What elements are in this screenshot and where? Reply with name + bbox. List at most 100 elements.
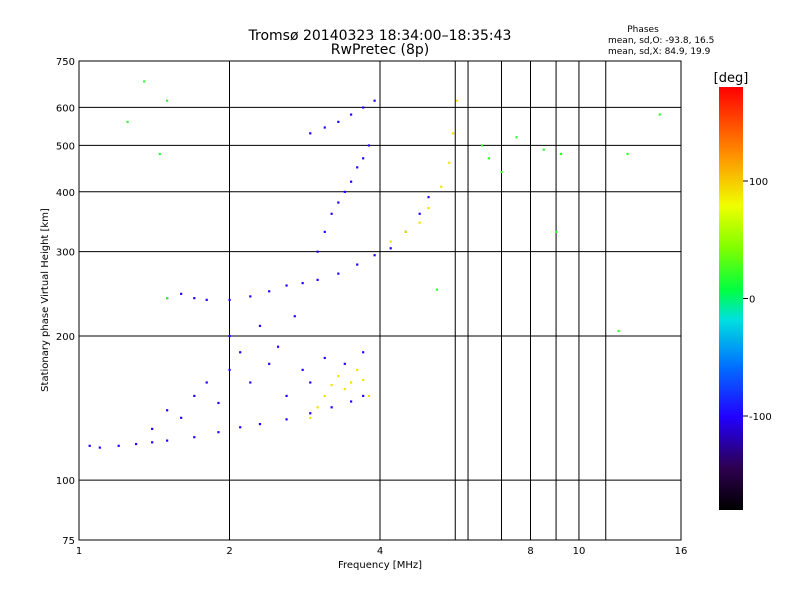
data-point <box>249 295 252 298</box>
data-point <box>309 132 312 135</box>
data-point <box>228 368 231 371</box>
data-point <box>193 297 196 300</box>
data-point <box>143 80 146 83</box>
y-tick-label: 300 <box>56 248 75 259</box>
data-point <box>559 152 563 156</box>
y-axis-label: Stationary phase Virtual Height [km] <box>40 208 51 392</box>
y-tick-label: 600 <box>56 103 75 114</box>
data-point <box>362 157 365 160</box>
data-point <box>404 230 407 233</box>
echo-points <box>88 80 661 449</box>
data-point <box>239 351 242 354</box>
data-point <box>435 288 439 291</box>
y-tick-label: 75 <box>62 536 75 547</box>
data-point <box>356 166 359 169</box>
data-point <box>373 99 376 102</box>
y-tick-label: 400 <box>56 188 75 199</box>
data-point <box>330 383 333 387</box>
data-point <box>285 418 288 421</box>
data-point <box>205 298 208 301</box>
data-point <box>158 152 161 156</box>
data-point <box>323 230 326 233</box>
stats-o-mode: mean, sd,O: -93.8, 16.5 <box>608 36 714 46</box>
chart-subtitle: RwPretec (8p) <box>331 42 429 58</box>
data-point <box>166 439 169 442</box>
data-point <box>542 148 545 151</box>
data-point <box>88 444 91 447</box>
data-point <box>418 221 421 224</box>
x-tick-label: 8 <box>527 546 533 557</box>
data-point <box>330 406 333 409</box>
data-point <box>268 362 271 365</box>
data-point <box>323 126 326 129</box>
data-point <box>98 446 101 449</box>
data-point <box>337 272 340 275</box>
data-point <box>285 284 288 287</box>
data-point <box>452 132 455 135</box>
data-point <box>180 292 183 295</box>
data-point <box>350 381 353 384</box>
data-point <box>617 329 620 333</box>
data-point <box>228 334 231 338</box>
data-point <box>316 278 319 281</box>
data-point <box>151 441 154 444</box>
y-tick-label: 100 <box>56 476 75 487</box>
data-point <box>555 230 558 233</box>
data-point <box>166 297 169 300</box>
stats-title: Phases <box>627 25 659 35</box>
data-point <box>337 120 340 123</box>
x-tick-label: 2 <box>226 546 232 557</box>
data-point <box>487 157 490 160</box>
data-point <box>217 401 220 405</box>
data-point <box>356 368 359 371</box>
chart-title: Tromsø 20140323 18:34:00–18:35:43 <box>248 28 512 44</box>
data-point <box>350 400 353 403</box>
x-tick-label: 4 <box>377 546 383 557</box>
colorbar <box>719 87 743 510</box>
data-point <box>389 240 392 243</box>
data-point <box>166 409 169 412</box>
data-point <box>362 351 365 354</box>
data-point <box>455 99 459 102</box>
data-point <box>481 144 484 147</box>
colorbar-ticks: 100 0 -100 <box>743 177 772 423</box>
data-point <box>166 99 169 102</box>
data-point <box>418 212 421 215</box>
x-axis-ticks: 1 2 4 8 16 10 <box>76 546 688 557</box>
data-point <box>180 416 183 419</box>
data-point <box>249 381 252 384</box>
data-point <box>309 416 312 419</box>
data-point <box>626 152 629 156</box>
data-point <box>350 113 353 116</box>
y-axis-ticks: 75 100 200 300 400 500 600 750 <box>56 57 75 547</box>
data-point <box>440 185 443 188</box>
data-point <box>117 444 120 447</box>
data-point <box>239 426 242 429</box>
data-point <box>427 206 430 210</box>
y-tick-label: 500 <box>56 141 75 152</box>
x-tick-label: 1 <box>76 546 82 557</box>
data-point <box>330 212 333 215</box>
data-point <box>367 144 371 147</box>
data-point <box>323 394 326 398</box>
data-point <box>258 422 262 426</box>
data-point <box>343 190 346 193</box>
y-tick-label: 200 <box>56 332 75 343</box>
data-point <box>343 387 346 391</box>
data-point <box>367 394 371 398</box>
stats-x-mode: mean, sd,X: 84.9, 19.9 <box>608 47 711 57</box>
data-point <box>205 381 208 384</box>
data-point <box>356 263 359 266</box>
data-point <box>228 298 231 301</box>
colorbar-tick-label: 0 <box>749 295 755 306</box>
data-point <box>350 180 353 183</box>
colorbar-tick-label: 100 <box>749 177 768 188</box>
x-tick-label: 10 <box>573 546 586 557</box>
data-point <box>193 394 196 398</box>
data-point <box>316 406 319 409</box>
data-point <box>126 120 129 123</box>
data-point <box>389 247 392 250</box>
data-point <box>362 378 365 381</box>
data-point <box>362 106 365 109</box>
